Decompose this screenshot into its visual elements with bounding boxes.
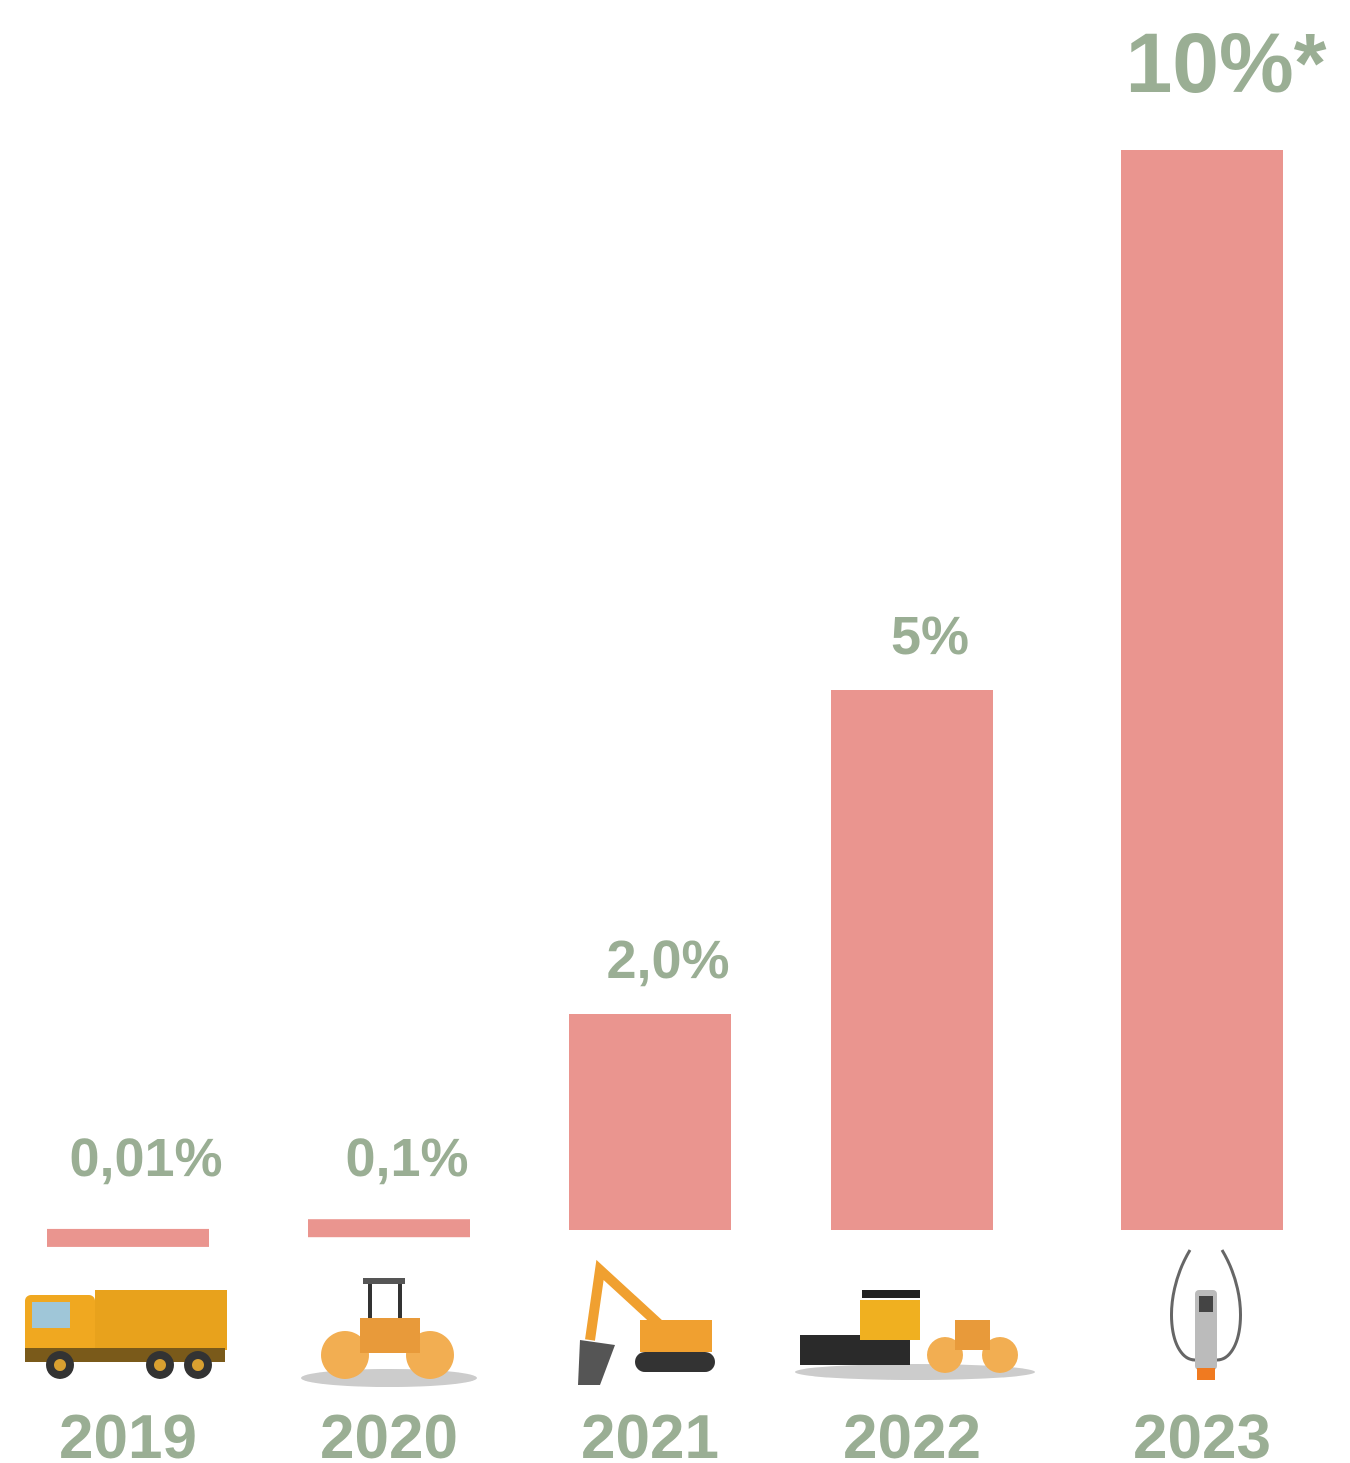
bar [1121, 150, 1283, 1230]
charger-icon [1171, 1250, 1240, 1380]
bar [308, 1219, 470, 1237]
excavator-icon [578, 1270, 715, 1385]
bar [831, 690, 993, 1230]
icons [25, 1250, 1241, 1387]
x-tick-label: 2023 [1133, 1403, 1271, 1463]
bar [569, 1014, 731, 1230]
x-tick-label: 2021 [581, 1403, 719, 1463]
x-tick-label: 2022 [843, 1403, 981, 1463]
value-label: 5% [891, 606, 969, 666]
value-label: 0,1% [345, 1128, 468, 1188]
road-roller-icon [301, 1278, 477, 1387]
paver-icon [795, 1290, 1035, 1380]
chart: 0,01% 2019 0,1% 2020 2,0% 2021 5% 2022 10%* 2023 [0, 0, 1350, 1463]
value-label: 0,01% [69, 1128, 222, 1188]
x-tick-label: 2019 [59, 1403, 197, 1463]
dump-truck-icon [25, 1290, 227, 1379]
value-label: 2,0% [606, 930, 729, 990]
bar [47, 1229, 209, 1247]
x-tick-label: 2020 [320, 1403, 458, 1463]
value-label: 10%* [1126, 16, 1327, 110]
page: {"chart_data": {"type": "bar", "categori… [0, 0, 1350, 1463]
